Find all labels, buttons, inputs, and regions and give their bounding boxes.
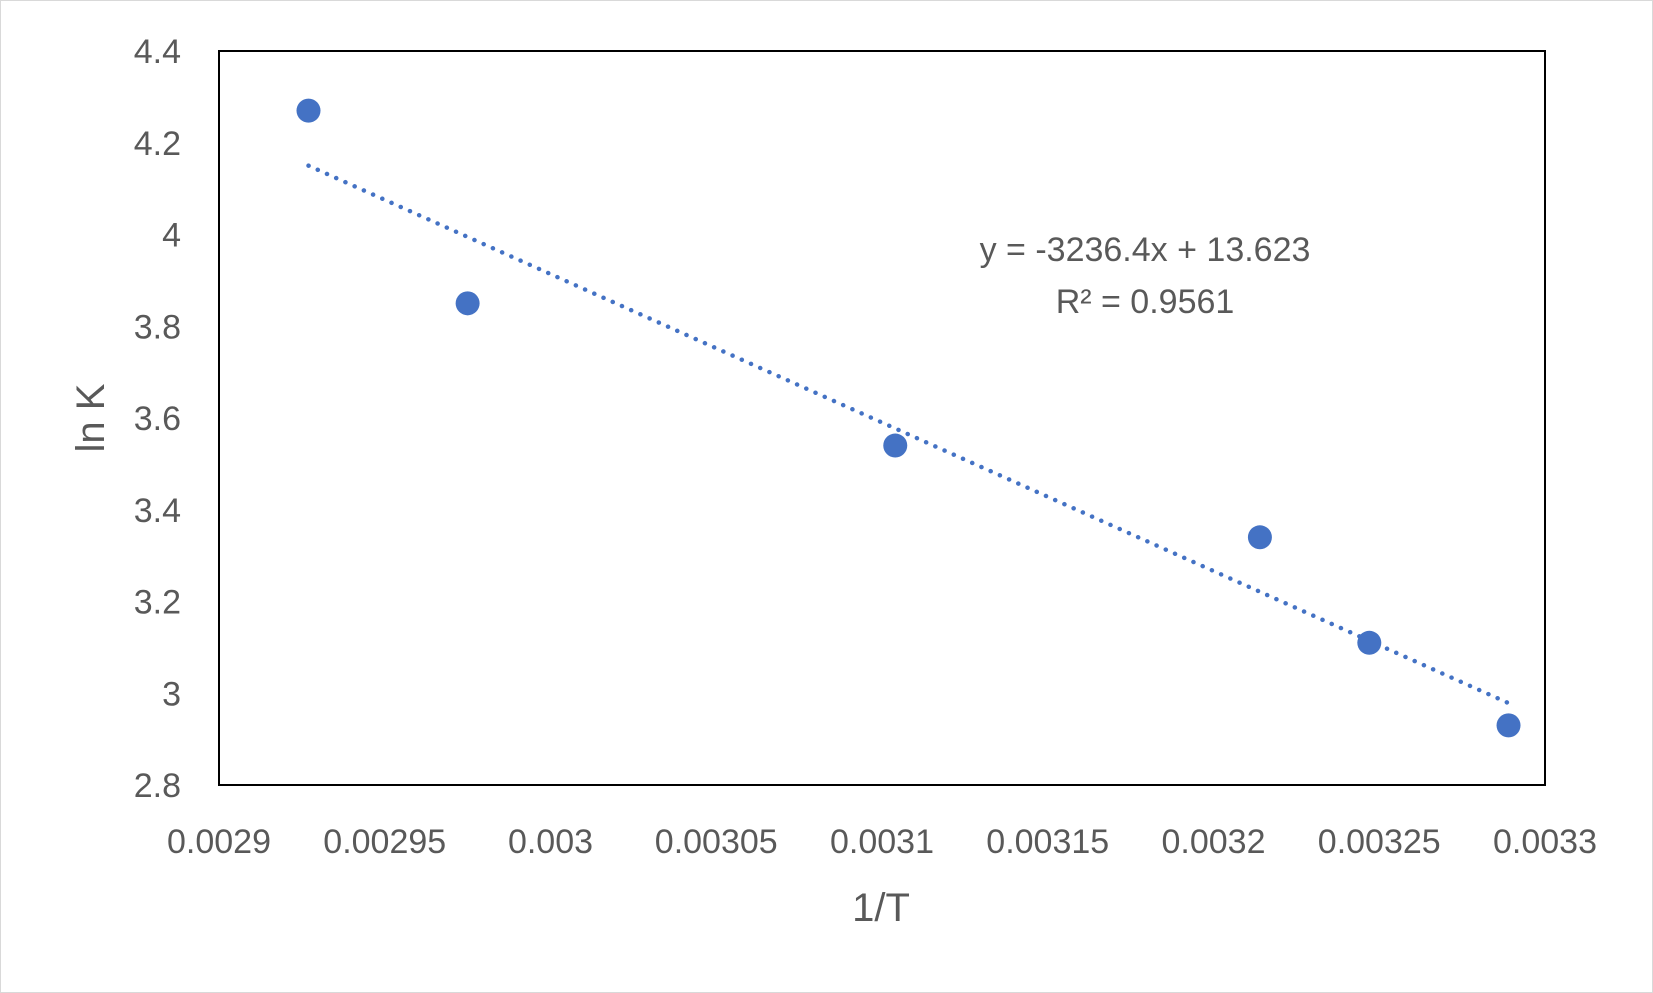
y-tick-label: 3.6 xyxy=(134,400,181,438)
data-point xyxy=(1357,630,1382,655)
y-axis-ticks: 2.8 3 3.2 3.4 3.6 3.8 4 4.2 4.4 xyxy=(134,33,181,805)
data-point xyxy=(1247,525,1272,550)
x-tick-label: 0.0029 xyxy=(167,823,271,861)
data-point xyxy=(455,291,480,316)
x-tick-label: 0.003 xyxy=(508,823,593,861)
x-tick-label: 0.0032 xyxy=(1162,823,1266,861)
y-tick-label: 3 xyxy=(162,675,181,713)
x-tick-label: 0.00315 xyxy=(986,823,1109,861)
y-axis-title: ln K xyxy=(69,383,113,452)
data-point xyxy=(1496,713,1521,738)
y-tick-label: 3.4 xyxy=(134,492,181,530)
y-tick-label: 3.2 xyxy=(134,584,181,622)
x-axis-ticks: 0.0029 0.00295 0.003 0.00305 0.0031 0.00315 0.… xyxy=(167,823,1597,861)
x-tick-label: 0.00295 xyxy=(323,823,446,861)
data-points-layer xyxy=(296,98,1521,738)
y-tick-label: 4 xyxy=(162,217,181,255)
x-tick-label: 0.00305 xyxy=(655,823,778,861)
x-tick-label: 0.00325 xyxy=(1318,823,1441,861)
data-point xyxy=(883,433,908,458)
y-tick-label: 4.2 xyxy=(134,125,181,163)
trendline-layer xyxy=(306,163,1511,706)
x-axis-title: 1/T xyxy=(852,886,910,930)
x-tick-label: 0.0033 xyxy=(1493,823,1597,861)
y-tick-label: 4.4 xyxy=(134,33,181,71)
plot-area xyxy=(218,50,1546,786)
trendline xyxy=(306,163,1511,706)
x-tick-label: 0.0031 xyxy=(830,823,934,861)
trendline-equation: y = -3236.4x + 13.623 xyxy=(980,231,1311,269)
data-point xyxy=(296,98,321,123)
trendline-r-squared: R² = 0.9561 xyxy=(1056,283,1235,321)
y-tick-label: 3.8 xyxy=(134,308,181,346)
y-tick-label: 2.8 xyxy=(134,767,181,805)
